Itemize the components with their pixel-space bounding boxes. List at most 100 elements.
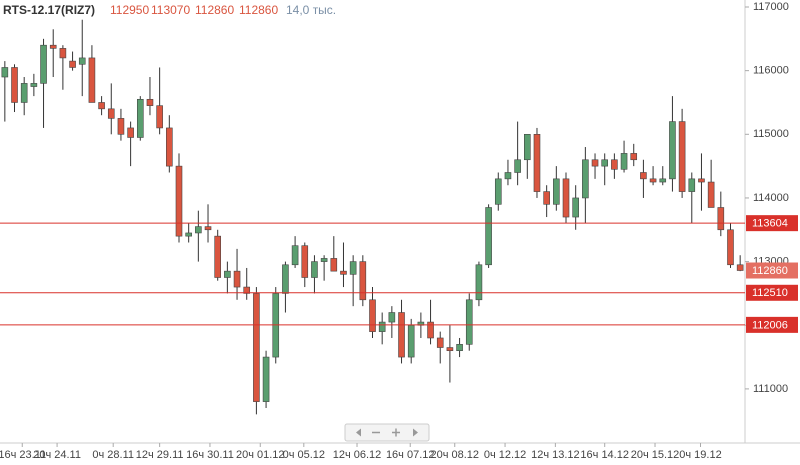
- candle-body: [40, 44, 47, 84]
- candle-body: [427, 321, 434, 339]
- candle-body: [243, 286, 251, 294]
- candle-body: [553, 178, 560, 205]
- ohlc-close: 112860: [239, 3, 278, 17]
- level-label: 112006: [752, 319, 788, 331]
- x-tick-label: 12ч 29.11: [136, 449, 184, 461]
- candle-body: [204, 226, 212, 231]
- x-tick-label: 0ч 12.12: [484, 449, 526, 461]
- candle-body: [591, 159, 599, 167]
- candle-body: [504, 172, 512, 180]
- candle-body: [475, 264, 483, 301]
- scroll-left[interactable]: [356, 428, 361, 437]
- candle-body: [49, 44, 57, 49]
- candle-body: [727, 229, 734, 266]
- candle-body: [465, 299, 473, 345]
- nav-controls: [344, 423, 430, 442]
- candle-body: [320, 258, 328, 262]
- candle-body: [572, 197, 579, 218]
- x-tick-label: 20ч 01.12: [236, 449, 285, 461]
- x-tick-label: 16ч 14.12: [580, 449, 629, 461]
- candle-body: [330, 258, 338, 272]
- candle-body: [282, 264, 289, 294]
- candle-body: [436, 337, 444, 348]
- candle-body: [214, 235, 221, 278]
- candle-body: [185, 232, 192, 237]
- candle-body: [195, 226, 202, 234]
- candle-body: [485, 207, 492, 266]
- x-tick-label: 12ч 13.12: [531, 449, 580, 461]
- candle-body: [11, 67, 18, 103]
- candle-body: [166, 127, 173, 167]
- x-tick-label: 16ч 23.11: [0, 449, 46, 461]
- candle-body: [669, 121, 676, 180]
- candle-body: [359, 261, 367, 301]
- candle-body: [562, 178, 570, 218]
- x-tick-label: 0ч 28.11: [92, 449, 134, 461]
- chart-title: RTS-12.17(RIZ7): [3, 3, 95, 17]
- candle-body: [533, 134, 541, 192]
- candle-body: [456, 344, 463, 352]
- candle-body: [349, 261, 357, 275]
- candle-body: [175, 165, 183, 237]
- candle-body: [30, 83, 38, 87]
- candle-body: [301, 245, 309, 278]
- candle-body: [717, 207, 725, 231]
- candle-body: [88, 57, 96, 103]
- y-tick-label: 117000: [753, 1, 789, 13]
- candle-body: [494, 178, 502, 205]
- candle-body: [311, 261, 318, 278]
- level-badge: [746, 284, 798, 301]
- zoom-in[interactable]: [392, 428, 400, 437]
- ohlc-low: 112860: [195, 3, 234, 17]
- y-tick-label: 111000: [753, 383, 788, 395]
- x-tick-label: 12ч 06.12: [333, 449, 382, 461]
- candle-body: [107, 108, 115, 119]
- candle-body: [291, 245, 299, 266]
- volume: 14,0 тыс.: [286, 3, 336, 17]
- x-tick-label: 0ч 19.12: [679, 449, 721, 461]
- candle-body: [640, 172, 647, 180]
- x-tick-label: 16ч 07.12: [386, 449, 435, 461]
- candle-body: [659, 178, 667, 183]
- candle-body: [582, 159, 589, 199]
- candle-body: [224, 270, 231, 278]
- candle-body: [59, 48, 67, 59]
- x-tick-label: 16ч 30.11: [186, 449, 234, 461]
- candle-body: [601, 159, 609, 167]
- candle-body: [678, 121, 686, 192]
- y-tick-label: 116000: [753, 65, 789, 77]
- candle-body: [514, 159, 521, 173]
- candle-body: [736, 264, 744, 271]
- candle-body: [127, 127, 134, 138]
- candle-body: [378, 321, 386, 332]
- candle-body: [253, 293, 260, 402]
- candle-body: [630, 153, 638, 161]
- candle-body: [1, 67, 9, 78]
- candle-body: [146, 98, 154, 106]
- y-tick-label: 115000: [753, 128, 789, 140]
- candle-body: [156, 105, 163, 129]
- candle-body: [369, 299, 376, 332]
- ohlc-open: 112950: [110, 3, 149, 17]
- level-badge: [746, 316, 798, 333]
- candle-body: [543, 191, 550, 205]
- candle-body: [398, 312, 405, 358]
- x-tick-label: 20ч 24.11: [33, 449, 81, 461]
- candle-body: [69, 60, 76, 68]
- candle-body: [233, 270, 241, 288]
- ohlc-high: 113070: [151, 3, 190, 17]
- level-label: 112510: [752, 287, 788, 299]
- scroll-right[interactable]: [413, 428, 418, 437]
- candle-body: [136, 98, 144, 138]
- candle-body: [262, 356, 270, 402]
- candle-body: [446, 347, 454, 352]
- candle-body: [688, 178, 696, 192]
- candle-body: [20, 83, 28, 103]
- last-price-badge: [746, 262, 798, 279]
- nav-bar: [344, 423, 430, 442]
- candle-body: [98, 102, 105, 110]
- candle-body: [707, 181, 715, 208]
- x-tick-label: 20ч 15.12: [631, 449, 680, 461]
- x-tick-label: 0ч 05.12: [283, 449, 325, 461]
